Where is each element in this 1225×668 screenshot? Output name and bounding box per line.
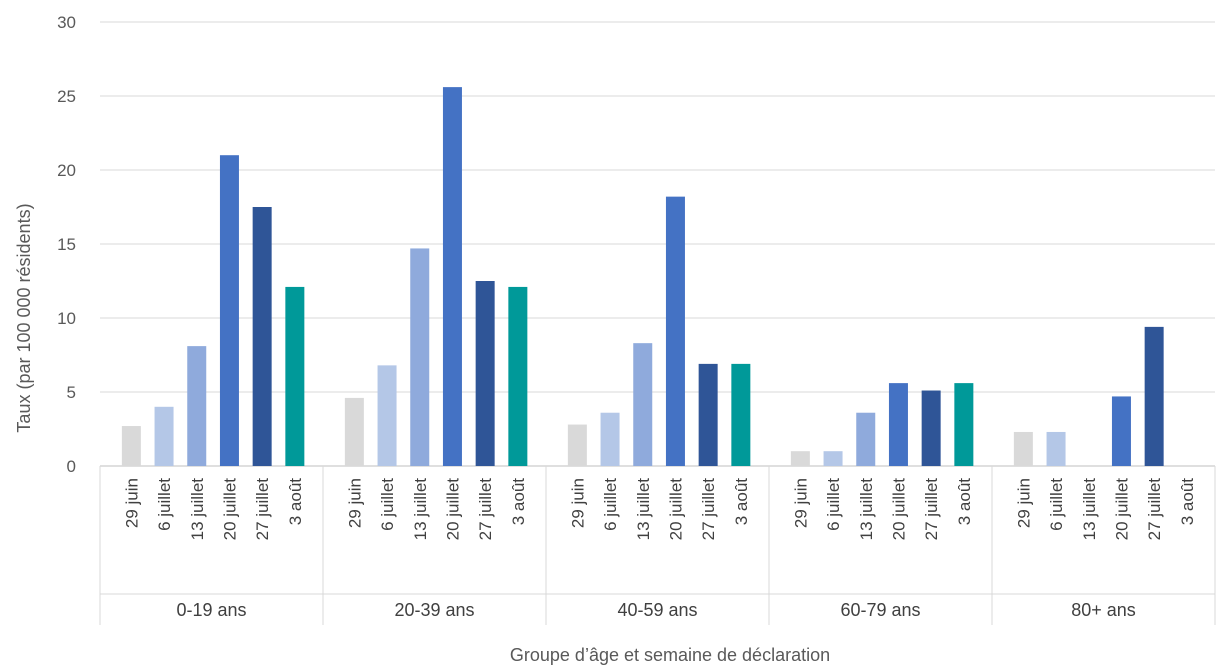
week-label: 13 juillet bbox=[1080, 478, 1099, 541]
age-group-label: 40-59 ans bbox=[617, 600, 697, 620]
week-label: 27 juillet bbox=[1145, 478, 1164, 541]
bar bbox=[252, 207, 272, 466]
y-tick-label: 30 bbox=[57, 13, 76, 32]
bar bbox=[475, 281, 495, 466]
y-tick-labels: 0 5 10 15 20 25 30 bbox=[57, 13, 76, 476]
week-label: 3 août bbox=[1178, 478, 1197, 526]
week-label: 20 juillet bbox=[443, 478, 462, 541]
age-group-label: 60-79 ans bbox=[840, 600, 920, 620]
x-axis-title: Groupe d’âge et semaine de déclaration bbox=[510, 645, 830, 665]
age-group-label: 80+ ans bbox=[1071, 600, 1136, 620]
bar bbox=[567, 424, 587, 466]
bar bbox=[856, 412, 876, 466]
bar bbox=[1111, 396, 1131, 466]
y-tick-label: 0 bbox=[67, 457, 76, 476]
bar bbox=[442, 87, 462, 467]
bar bbox=[1046, 431, 1066, 466]
bar bbox=[344, 397, 364, 466]
bar bbox=[410, 248, 430, 466]
week-label: 3 août bbox=[732, 478, 751, 526]
bar bbox=[285, 286, 305, 466]
bar bbox=[921, 390, 941, 466]
bar bbox=[187, 346, 207, 466]
week-label: 3 août bbox=[955, 478, 974, 526]
week-label: 13 juillet bbox=[634, 478, 653, 541]
bar bbox=[219, 155, 239, 466]
week-label: 29 juin bbox=[1014, 478, 1033, 528]
bar bbox=[823, 451, 843, 466]
week-label: 27 juillet bbox=[253, 478, 272, 541]
y-tick-label: 5 bbox=[67, 383, 76, 402]
week-label: 6 juillet bbox=[378, 478, 397, 531]
bar bbox=[888, 383, 908, 466]
bar bbox=[1013, 431, 1033, 466]
bar bbox=[954, 383, 974, 466]
week-label: 6 juillet bbox=[1047, 478, 1066, 531]
week-label: 29 juin bbox=[791, 478, 810, 528]
age-group-label: 0-19 ans bbox=[176, 600, 246, 620]
y-axis-title: Taux (par 100 000 résidents) bbox=[14, 203, 34, 432]
week-label: 29 juin bbox=[568, 478, 587, 528]
week-label: 29 juin bbox=[122, 478, 141, 528]
bar bbox=[508, 286, 528, 466]
week-label: 3 août bbox=[286, 478, 305, 526]
week-label: 3 août bbox=[509, 478, 528, 526]
y-tick-label: 20 bbox=[57, 161, 76, 180]
age-group-label: 20-39 ans bbox=[394, 600, 474, 620]
week-label: 6 juillet bbox=[824, 478, 843, 531]
week-label: 13 juillet bbox=[411, 478, 430, 541]
bar bbox=[665, 196, 685, 466]
week-label: 20 juillet bbox=[220, 478, 239, 541]
bar bbox=[377, 365, 397, 466]
week-label: 6 juillet bbox=[155, 478, 174, 531]
x-axis: 29 juin 6 juillet 13 juillet 20 juillet 27 j… bbox=[99, 466, 1216, 625]
bar bbox=[790, 451, 810, 466]
week-label: 20 juillet bbox=[666, 478, 685, 541]
bar bbox=[121, 426, 141, 466]
y-tick-label: 15 bbox=[57, 235, 76, 254]
week-label: 13 juillet bbox=[857, 478, 876, 541]
week-label: 20 juillet bbox=[1112, 478, 1131, 541]
week-label: 27 juillet bbox=[476, 478, 495, 541]
bar bbox=[633, 343, 653, 466]
week-label: 29 juin bbox=[345, 478, 364, 528]
week-label: 13 juillet bbox=[188, 478, 207, 541]
bars bbox=[121, 87, 1164, 467]
bar bbox=[600, 412, 620, 466]
week-label: 27 juillet bbox=[922, 478, 941, 541]
week-label: 20 juillet bbox=[889, 478, 908, 541]
week-label: 6 juillet bbox=[601, 478, 620, 531]
bar bbox=[731, 363, 751, 466]
bar bbox=[1144, 326, 1164, 466]
y-tick-label: 10 bbox=[57, 309, 76, 328]
y-tick-label: 25 bbox=[57, 87, 76, 106]
week-label: 27 juillet bbox=[699, 478, 718, 541]
bar bbox=[154, 406, 174, 466]
bar bbox=[698, 363, 718, 466]
